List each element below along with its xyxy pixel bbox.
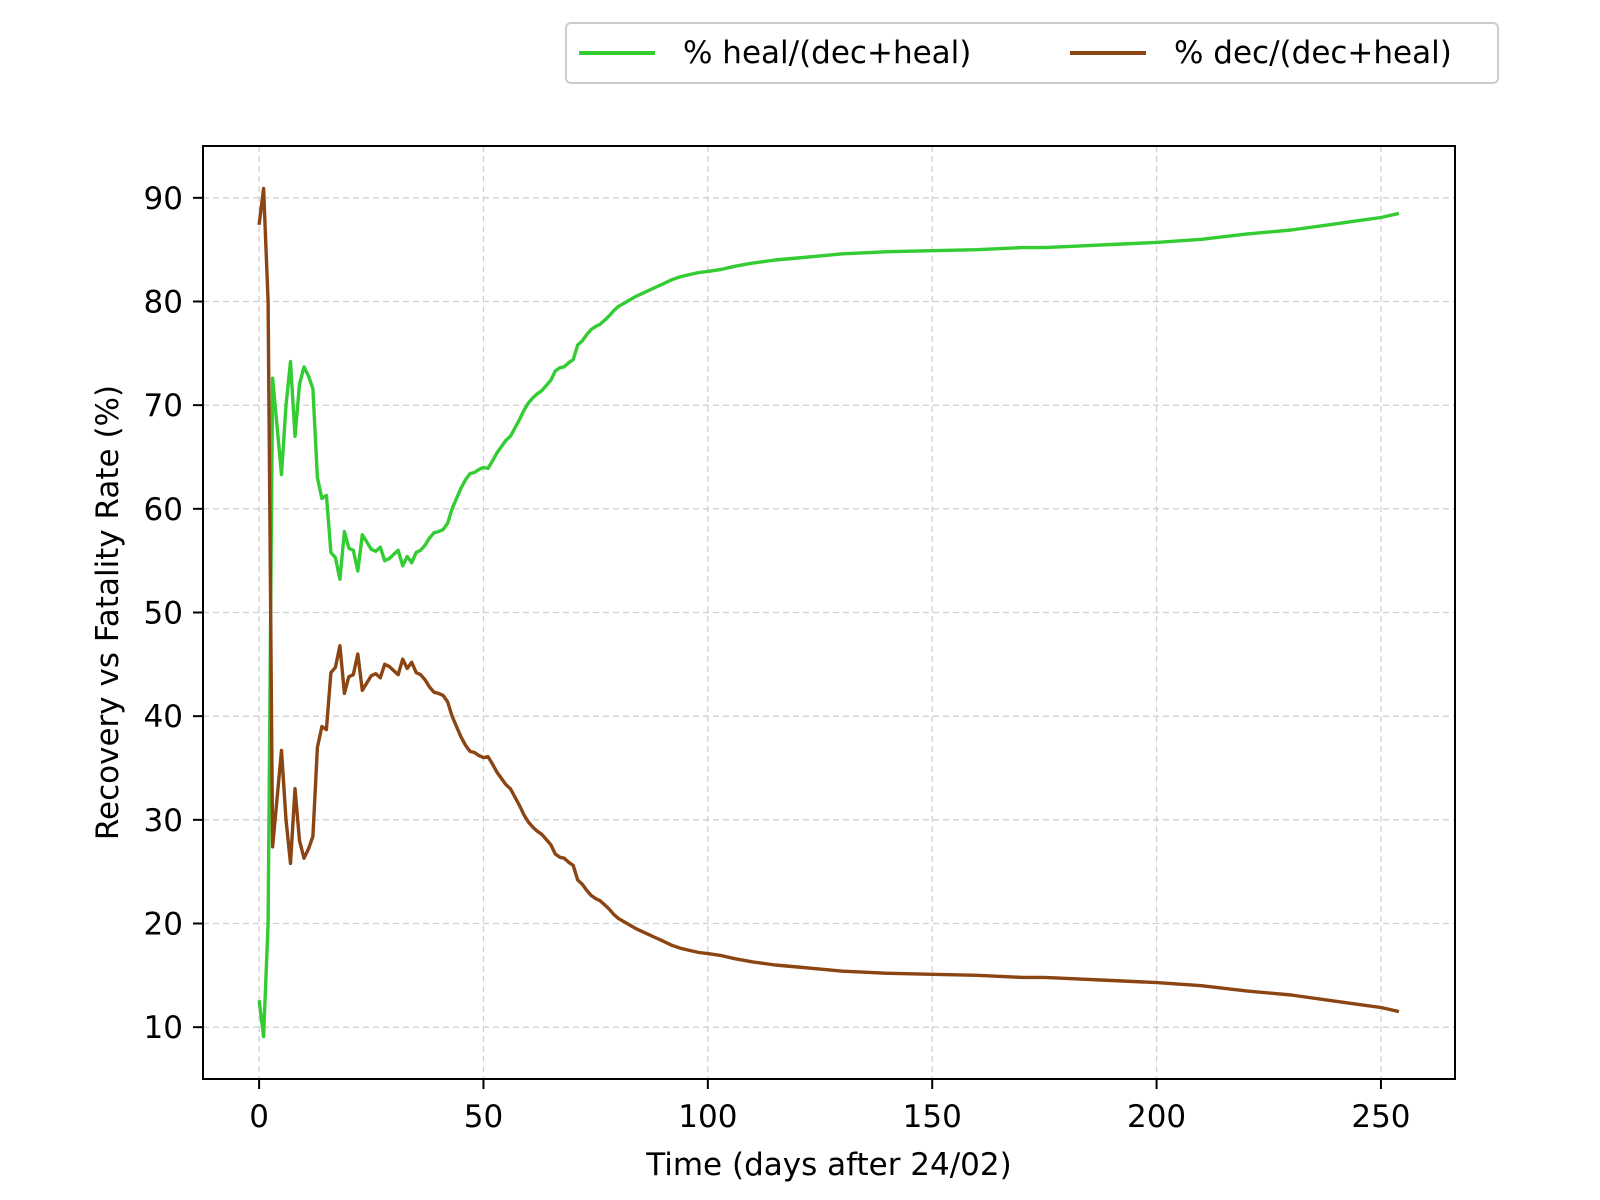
series-lines — [257, 186, 1400, 1039]
x-tick-label: 150 — [903, 1099, 962, 1135]
y-tick-label: 10 — [144, 1010, 183, 1046]
series-line-dec — [257, 186, 1400, 1014]
y-tick-label: 40 — [144, 699, 183, 735]
x-tick-label: 250 — [1351, 1099, 1410, 1135]
legend-swatch-dec — [1070, 51, 1146, 55]
legend-label-dec: % dec/(dec+heal) — [1174, 35, 1452, 71]
legend-entry-heal: % heal/(dec+heal) — [579, 24, 971, 82]
legend-entry-dec: % dec/(dec+heal) — [1070, 24, 1452, 82]
y-tick-label: 70 — [144, 388, 183, 424]
x-axis: 0 50 100 150 200 250 — [249, 1079, 1411, 1135]
series-line-heal — [257, 211, 1400, 1039]
x-tick-label: 0 — [249, 1099, 269, 1135]
y-tick-label: 60 — [144, 492, 183, 528]
y-axis: 10 20 30 40 50 60 70 80 90 — [144, 181, 203, 1046]
x-tick-label: 200 — [1127, 1099, 1186, 1135]
x-tick-label: 50 — [464, 1099, 503, 1135]
y-tick-label: 80 — [144, 285, 183, 321]
y-tick-label: 30 — [144, 803, 183, 839]
x-tick-label: 100 — [678, 1099, 737, 1135]
legend: % heal/(dec+heal) % dec/(dec+heal) — [565, 22, 1499, 84]
legend-label-heal: % heal/(dec+heal) — [683, 35, 972, 71]
y-tick-label: 90 — [144, 181, 183, 217]
y-axis-label: Recovery vs Fatality Rate (%) — [90, 385, 126, 840]
legend-swatch-heal — [579, 51, 655, 55]
y-tick-label: 20 — [144, 907, 183, 943]
grid-lines — [203, 146, 1455, 1079]
x-axis-label: Time (days after 24/02) — [645, 1147, 1011, 1183]
y-tick-label: 50 — [144, 596, 183, 632]
